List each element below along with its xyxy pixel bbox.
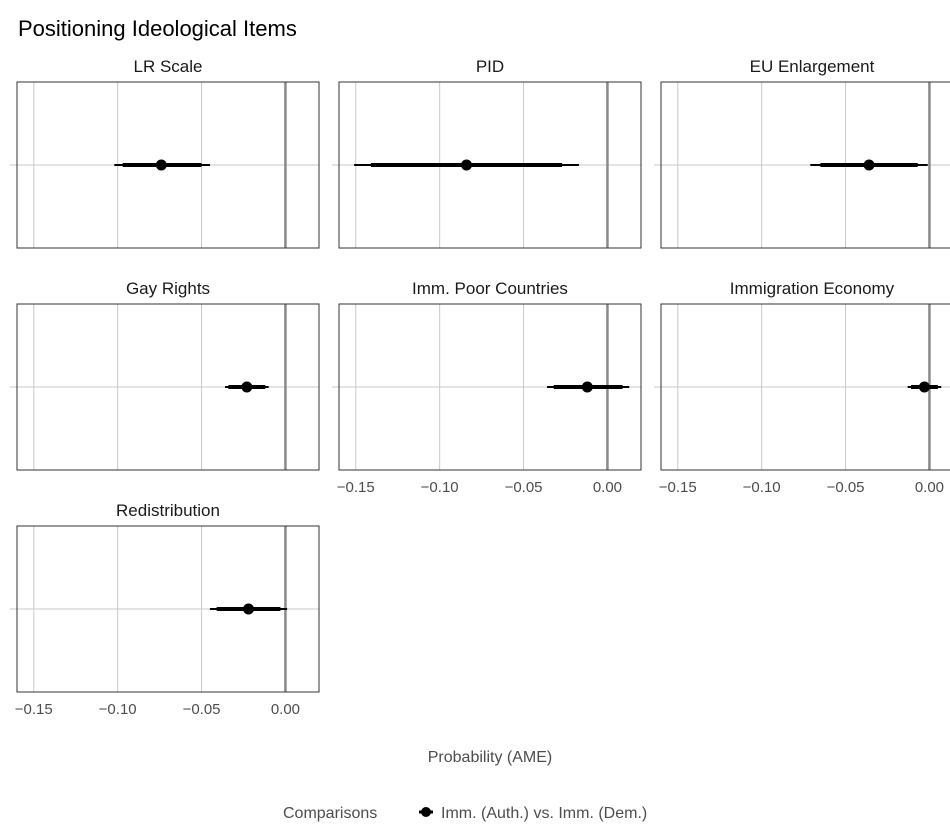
panel-eu-enlargement: EU Enlargement (654, 57, 950, 249)
panel-frame (338, 81, 642, 249)
x-tick-label: −0.15 (659, 479, 697, 496)
point-estimate (155, 159, 167, 171)
panel-title: Redistribution (116, 501, 220, 520)
x-tick-label: −0.15 (15, 701, 53, 718)
panel-imm-poor-countries: Imm. Poor Countries −0.15 −0.10 −0.05 0.00 (332, 279, 642, 496)
panel-title: LR Scale (134, 57, 203, 76)
point-estimate (243, 603, 255, 615)
panel-immigration-economy: Immigration Economy −0.15 −0.10 −0.05 0.00 (654, 279, 950, 496)
x-tick-label: −0.05 (827, 479, 865, 496)
x-axis-title: Probability (AME) (428, 749, 552, 766)
panel-frame (16, 525, 320, 693)
panel-title: EU Enlargement (750, 57, 875, 76)
legend: Comparisons Imm. (Auth.) vs. Imm. (Dem.) (283, 805, 647, 822)
point-estimate (918, 381, 930, 393)
x-tick-label: −0.10 (421, 479, 459, 496)
panels: LR Scale PID EU Enlargement Gay Rights Imm. … (10, 57, 950, 718)
legend-marker (421, 807, 431, 817)
panel-pid: PID (332, 57, 642, 249)
x-tick-label: −0.15 (337, 479, 375, 496)
panel-title: PID (476, 57, 504, 76)
panel-title: Gay Rights (126, 279, 210, 298)
panel-frame (660, 303, 950, 471)
x-tick-label: 0.00 (271, 701, 300, 718)
x-tick-label: −0.10 (99, 701, 137, 718)
legend-series-label: Imm. (Auth.) vs. Imm. (Dem.) (441, 805, 647, 822)
panel-redistribution: Redistribution −0.15 −0.10 −0.05 0.00 (10, 501, 320, 718)
point-estimate (581, 381, 593, 393)
panel-lr-scale: LR Scale (10, 57, 320, 249)
panel-frame (338, 303, 642, 471)
panel-gay-rights: Gay Rights (10, 279, 320, 471)
point-estimate (461, 159, 473, 171)
chart-title: Positioning Ideological Items (18, 16, 297, 41)
point-estimate (241, 381, 253, 393)
panel-frame (16, 81, 320, 249)
x-tick-label: −0.10 (743, 479, 781, 496)
x-tick-label: −0.05 (505, 479, 543, 496)
x-tick-label: −0.05 (183, 701, 221, 718)
panel-title: Immigration Economy (730, 279, 895, 298)
point-estimate (863, 159, 875, 171)
panel-frame (660, 81, 950, 249)
panel-title: Imm. Poor Countries (412, 279, 568, 298)
legend-title: Comparisons (283, 805, 377, 822)
panel-frame (16, 303, 320, 471)
x-tick-label: 0.00 (915, 479, 944, 496)
x-tick-label: 0.00 (593, 479, 622, 496)
